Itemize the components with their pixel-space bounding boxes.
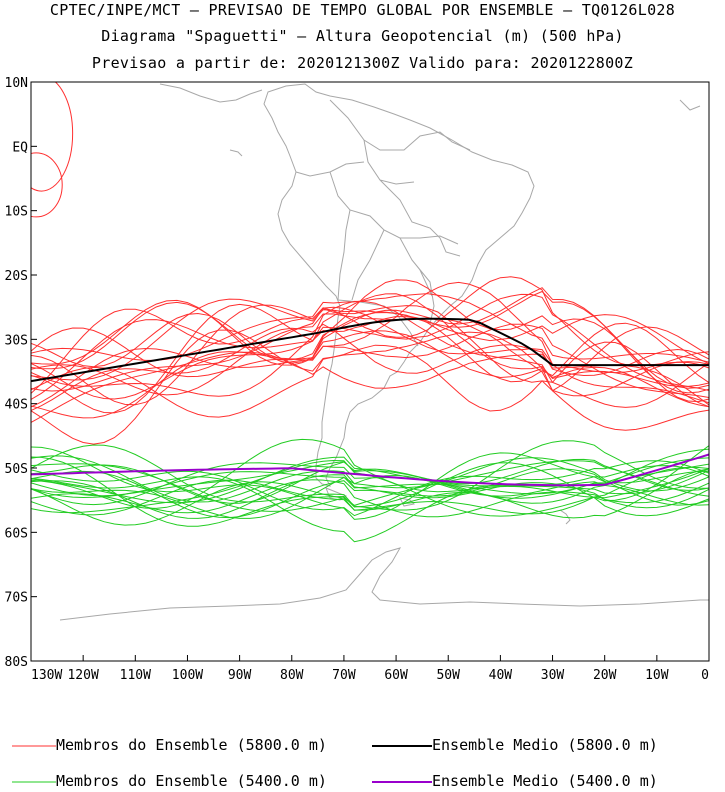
lat-tick-label: 20S xyxy=(5,269,28,284)
lon-tick-label: 50W xyxy=(436,668,460,683)
green-member-line xyxy=(31,456,709,504)
title-line-1: CPTEC/INPE/MCT – PREVISAO DE TEMPO GLOBA… xyxy=(49,1,676,19)
legend-purple-label: Ensemble Medio (5400.0 m) xyxy=(432,772,658,790)
lat-tick-label: 40S xyxy=(5,398,28,413)
red-member-line xyxy=(31,281,709,404)
legend-purple-mean: Ensemble Medio (5400.0 m) xyxy=(372,772,658,790)
red-member-line xyxy=(31,329,709,445)
lon-tick-label: 10W xyxy=(645,668,669,683)
green-member-line xyxy=(31,457,709,497)
red-member-line xyxy=(31,287,709,394)
red-member-line xyxy=(31,290,709,389)
lat-tick-label: 10S xyxy=(5,205,28,220)
lon-tick-label: 0 xyxy=(701,668,709,683)
green-member-line xyxy=(31,456,709,527)
red-member-line xyxy=(31,298,709,381)
lat-tick-label: 60S xyxy=(5,526,28,541)
legend-black-label: Ensemble Medio (5800.0 m) xyxy=(432,736,658,754)
antarctica-coastline xyxy=(59,547,709,621)
red-line-swatch xyxy=(12,745,56,746)
lon-tick-label: 70W xyxy=(332,668,356,683)
red-member-loop xyxy=(31,152,63,218)
lon-tick-label: 60W xyxy=(384,668,408,683)
green-member-line xyxy=(31,440,709,511)
plot-frame xyxy=(30,81,710,662)
lat-tick-label: 80S xyxy=(5,655,28,670)
lon-tick-label: 90W xyxy=(228,668,252,683)
legend-red-label: Membros do Ensemble (5800.0 m) xyxy=(56,736,327,754)
ensemble-mean-5800-line xyxy=(31,317,709,383)
lon-tick-label: 100W xyxy=(172,668,203,683)
red-member-line xyxy=(31,323,709,408)
red-member-line xyxy=(31,279,709,403)
title-line-3: Previsao a partir de: 2020121300Z Valido… xyxy=(91,54,634,72)
green-member-line xyxy=(31,458,709,504)
green-member-line xyxy=(31,460,709,512)
legend-green-members: Membros do Ensemble (5400.0 m) xyxy=(12,772,327,790)
red-member-line xyxy=(31,306,709,392)
legend-green-label: Membros do Ensemble (5400.0 m) xyxy=(56,772,327,790)
red-member-line xyxy=(31,331,709,431)
south-america-coastline xyxy=(263,83,535,487)
lon-tick-label: 130W xyxy=(31,668,62,683)
lat-tick-label: EQ xyxy=(12,140,28,155)
red-member-line xyxy=(31,323,709,411)
lat-tick-label: 10N xyxy=(5,76,28,91)
green-member-line xyxy=(31,474,709,519)
black-line-swatch xyxy=(372,744,432,747)
green-line-swatch xyxy=(12,781,56,782)
lat-tick-label: 70S xyxy=(5,591,28,606)
red-member-loop xyxy=(31,82,74,192)
lon-tick-label: 110W xyxy=(120,668,151,683)
lon-tick-label: 40W xyxy=(489,668,513,683)
red-member-line xyxy=(31,351,709,423)
ensemble-mean-5400-line xyxy=(31,453,709,487)
green-member-line xyxy=(31,455,709,503)
lon-tick-label: 120W xyxy=(67,668,98,683)
legend-black-mean: Ensemble Medio (5800.0 m) xyxy=(372,736,658,754)
green-member-line xyxy=(31,474,709,519)
green-member-line xyxy=(31,468,709,519)
green-member-line xyxy=(31,448,709,506)
red-member-line xyxy=(31,330,709,419)
green-member-line xyxy=(31,446,709,520)
green-member-line xyxy=(31,466,709,516)
lon-tick-label: 20W xyxy=(593,668,617,683)
green-member-line xyxy=(31,465,709,543)
lat-tick-label: 30S xyxy=(5,333,28,348)
lon-tick-label: 80W xyxy=(280,668,304,683)
green-member-line xyxy=(31,438,709,509)
legend-red-members: Membros do Ensemble (5800.0 m) xyxy=(12,736,327,754)
lon-tick-label: 30W xyxy=(541,668,565,683)
red-member-line xyxy=(31,304,709,406)
green-member-line xyxy=(31,460,709,517)
red-member-line xyxy=(31,300,709,408)
central-america-coastline xyxy=(159,83,263,103)
title-line-2: Diagrama "Spaguetti" – Altura Geopotenci… xyxy=(101,27,624,45)
purple-line-swatch xyxy=(372,780,432,783)
spaghetti-map: 10N EQ 10S 20S 30S 40S 50S 60S 70S 80S 130W 120W 11… xyxy=(5,76,710,683)
lat-tick-label: 50S xyxy=(5,462,28,477)
